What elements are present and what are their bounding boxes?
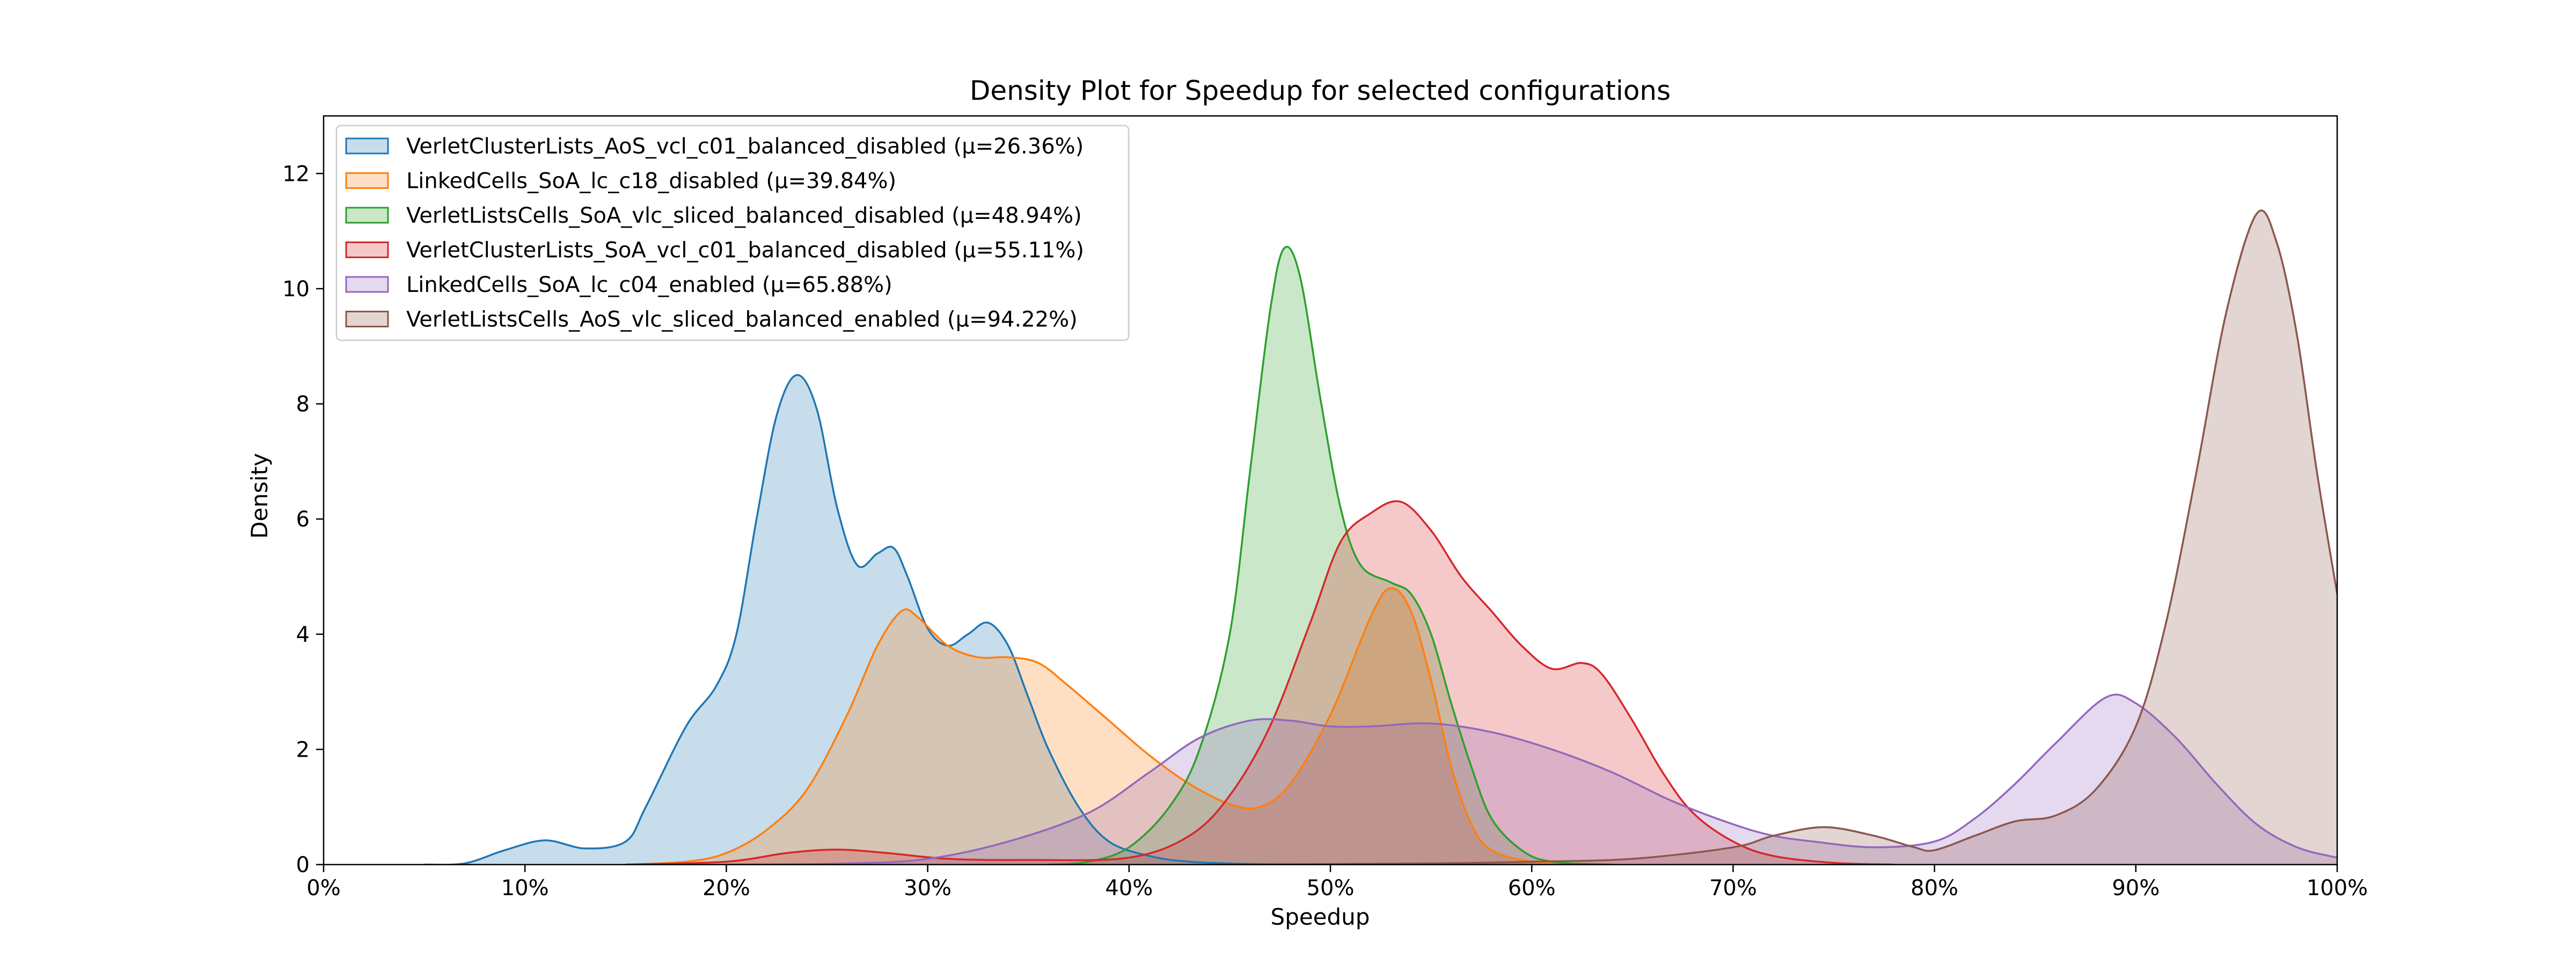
y-axis-ticks: 0 2 4 6 8 10 12 <box>282 162 324 877</box>
legend-label-2: LinkedCells_SoA_lc_c18_disabled (μ=39.84… <box>406 169 896 194</box>
density-areas <box>424 210 2337 865</box>
legend-swatch-4 <box>345 241 389 258</box>
density-area-6 <box>1230 210 2337 865</box>
legend-swatch-3 <box>345 207 389 224</box>
x-tick-label: 40% <box>1105 876 1153 901</box>
legend-label-3: VerletListsCells_SoA_vlc_sliced_balanced… <box>406 203 1082 228</box>
y-tick-label: 8 <box>296 392 310 417</box>
legend-box <box>335 125 1130 341</box>
legend: VerletClusterLists_AoS_vcl_c01_balanced_… <box>335 125 1130 341</box>
y-tick-label: 4 <box>296 623 310 647</box>
x-tick-label: 10% <box>501 876 549 901</box>
density-area-1 <box>424 375 1330 865</box>
density-line-3 <box>1048 246 1613 865</box>
legend-label-4: VerletClusterLists_SoA_vcl_c01_balanced_… <box>406 238 1084 263</box>
y-tick-label: 6 <box>296 507 310 532</box>
legend-label-1: VerletClusterLists_AoS_vcl_c01_balanced_… <box>406 134 1084 159</box>
x-axis-label: Speedup <box>1271 904 1370 930</box>
chart-title: Density Plot for Speedup for selected co… <box>970 75 1671 106</box>
x-tick-label: 20% <box>702 876 750 901</box>
y-axis-label: Density <box>246 453 273 539</box>
x-tick-label: 50% <box>1307 876 1355 901</box>
legend-label-5: LinkedCells_SoA_lc_c04_enabled (μ=65.88%… <box>406 273 892 297</box>
legend-swatch-1 <box>345 137 389 155</box>
density-lines <box>424 209 2337 865</box>
legend-swatch-6 <box>345 311 389 327</box>
legend-swatch-5 <box>345 276 389 293</box>
y-tick-label: 12 <box>282 162 310 186</box>
x-tick-label: 30% <box>904 876 952 901</box>
density-line-6 <box>1230 209 2337 865</box>
y-tick-label: 10 <box>282 277 310 302</box>
density-area-3 <box>1048 246 1613 865</box>
x-tick-label: 70% <box>1709 876 1757 901</box>
density-line-1 <box>424 374 1331 865</box>
density-line-5 <box>726 693 2337 865</box>
x-tick-label: 90% <box>2112 876 2160 901</box>
x-tick-label: 100% <box>2307 876 2368 901</box>
density-area-5 <box>726 694 2337 865</box>
y-tick-label: 0 <box>296 853 310 877</box>
x-tick-label: 0% <box>306 876 340 901</box>
density-area-2 <box>625 588 1592 865</box>
x-tick-label: 80% <box>1911 876 1958 901</box>
density-line-4 <box>625 500 1894 865</box>
density-area-4 <box>625 501 1894 865</box>
density-line-2 <box>625 587 1592 865</box>
legend-swatch-2 <box>345 172 389 189</box>
legend-label-6: VerletListsCells_AoS_vlc_sliced_balanced… <box>406 308 1078 332</box>
x-axis-ticks: 0% 10% 20% 30% 40% 50% 60% 70% 80% 90% 100% <box>306 865 2368 901</box>
y-tick-label: 2 <box>296 737 310 762</box>
x-tick-label: 60% <box>1508 876 1556 901</box>
